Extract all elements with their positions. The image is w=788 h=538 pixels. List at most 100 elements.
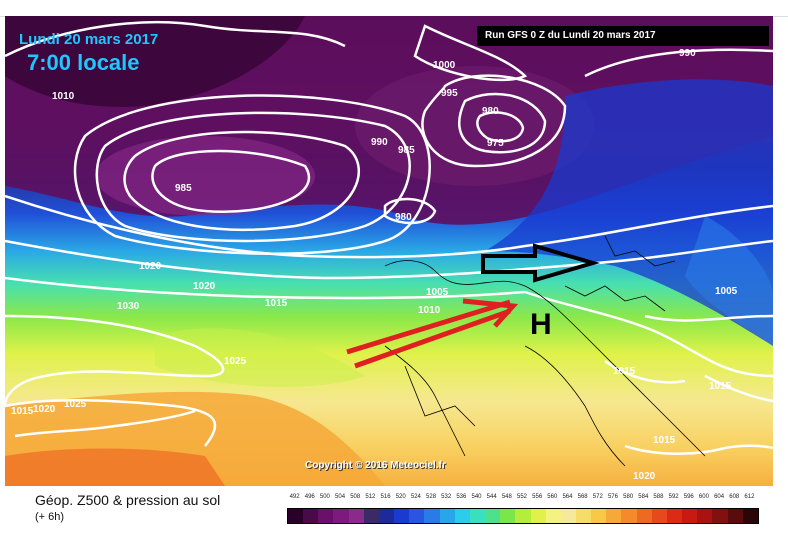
color-scale-label: 612 bbox=[744, 494, 755, 500]
isobar-label: 1030 bbox=[117, 301, 140, 312]
color-scale-label: 536 bbox=[456, 494, 467, 500]
run-label: Run GFS 0 Z du Lundi 20 mars 2017 bbox=[477, 26, 769, 46]
color-scale-label: 504 bbox=[335, 494, 346, 500]
color-scale-swatch bbox=[591, 509, 607, 523]
isobar-label: 985 bbox=[398, 145, 415, 156]
legend-area: Géop. Z500 & pression au sol (+ 6h) 492 4… bbox=[0, 486, 788, 538]
color-scale-label: 600 bbox=[698, 494, 709, 500]
color-scale-swatch bbox=[303, 509, 319, 523]
color-scale-swatch bbox=[469, 509, 486, 523]
color-scale-label: 548 bbox=[501, 494, 512, 500]
isobar-label: 1015 bbox=[653, 435, 676, 446]
isobar-label: 990 bbox=[371, 137, 388, 148]
color-scale-swatch bbox=[651, 509, 667, 523]
color-scale-label: 576 bbox=[607, 494, 618, 500]
color-scale-label: 592 bbox=[668, 494, 679, 500]
color-scale-label: 588 bbox=[653, 494, 664, 500]
color-scale-swatch bbox=[515, 509, 531, 523]
color-scale-swatch bbox=[545, 509, 561, 523]
isobar-label: 1015 bbox=[613, 366, 636, 377]
color-scale-swatch bbox=[500, 509, 516, 523]
color-scale-labels: 492 496 500 504 508 512 516 520 524 528 532 536 540 5… bbox=[287, 494, 757, 506]
color-scale-label: 568 bbox=[577, 494, 588, 500]
color-scale-label: 492 bbox=[289, 494, 300, 500]
color-scale-swatch bbox=[560, 509, 576, 523]
color-scale-label: 520 bbox=[395, 494, 406, 500]
color-scale-label: 580 bbox=[623, 494, 634, 500]
isobar-label: 985 bbox=[175, 183, 192, 194]
isobar-label: 1015 bbox=[11, 406, 34, 417]
isobar-label: 980 bbox=[482, 106, 499, 117]
color-scale-swatch bbox=[424, 509, 440, 523]
color-scale-swatch bbox=[666, 509, 683, 523]
color-scale-swatch bbox=[697, 509, 713, 523]
isobar-label: 1015 bbox=[709, 381, 732, 392]
color-scale-label: 608 bbox=[729, 494, 740, 500]
color-scale-label: 552 bbox=[516, 494, 528, 500]
color-scale-swatch bbox=[394, 509, 410, 523]
color-scale-label: 564 bbox=[562, 494, 573, 500]
color-scale-label: 500 bbox=[319, 494, 330, 500]
isobar-label: 990 bbox=[679, 48, 696, 59]
color-scale-label: 544 bbox=[486, 494, 497, 500]
isobar-labels: 1000 995 990 980 975 990 985 985 980 101… bbox=[11, 48, 738, 482]
color-scale-swatch bbox=[682, 509, 698, 523]
color-scale-swatch bbox=[636, 509, 652, 523]
color-scale-swatch bbox=[575, 509, 592, 523]
isobar-label: 1010 bbox=[418, 305, 441, 316]
isobar-label: 975 bbox=[487, 138, 504, 149]
color-scale-label: 540 bbox=[471, 494, 482, 500]
coastlines bbox=[384, 235, 706, 467]
color-scale-swatch bbox=[333, 509, 349, 523]
color-scale-label: 560 bbox=[547, 494, 558, 500]
isobar-label: 1020 bbox=[193, 281, 216, 292]
map-background: 1000 995 990 980 975 990 985 985 980 101… bbox=[5, 16, 773, 486]
color-scale-label: 604 bbox=[714, 494, 725, 500]
weather-map: 1000 995 990 980 975 990 985 985 980 101… bbox=[5, 16, 773, 486]
black-arrow bbox=[481, 243, 601, 283]
color-scale-swatch bbox=[409, 509, 425, 523]
color-scale-label: 584 bbox=[638, 494, 649, 500]
color-scale-swatch bbox=[318, 509, 334, 523]
isobar-label: 1025 bbox=[64, 399, 87, 410]
color-scale-swatch bbox=[727, 509, 743, 523]
color-scale-swatch bbox=[363, 509, 379, 523]
copyright-label: Copyright © 2016 Meteociel.fr bbox=[305, 460, 446, 471]
isobar-lines bbox=[5, 21, 773, 456]
color-scale-swatch bbox=[712, 509, 728, 523]
legend-title: Géop. Z500 & pression au sol bbox=[35, 492, 221, 508]
color-scale-bar bbox=[287, 508, 759, 524]
color-scale-label: 516 bbox=[380, 494, 391, 500]
isobar-label: 1005 bbox=[426, 287, 449, 298]
red-arrows bbox=[346, 298, 519, 369]
map-time-label: 7:00 locale bbox=[27, 50, 140, 75]
color-scale-label: 532 bbox=[441, 494, 452, 500]
color-scale-swatch bbox=[530, 509, 546, 523]
isobar-label: 995 bbox=[441, 88, 458, 99]
isobar-label: 1005 bbox=[715, 286, 738, 297]
color-scale-swatch bbox=[288, 509, 304, 523]
color-scale-swatch bbox=[485, 509, 501, 523]
color-scale-swatch bbox=[621, 509, 637, 523]
isobar-label: 1020 bbox=[633, 471, 656, 482]
color-scale-label: 496 bbox=[304, 494, 315, 500]
isobar-label: 1020 bbox=[33, 404, 56, 415]
browser-top-strip bbox=[0, 0, 788, 17]
isobar-label: 980 bbox=[395, 212, 412, 223]
isobar-label: 1025 bbox=[224, 356, 247, 367]
color-scale-swatch bbox=[378, 509, 395, 523]
color-scale-label: 512 bbox=[365, 494, 376, 500]
color-scale-swatch bbox=[454, 509, 470, 523]
isobar-label: 1010 bbox=[52, 91, 75, 102]
map-date-label: Lundi 20 mars 2017 bbox=[19, 31, 159, 48]
isobar-label: 1015 bbox=[265, 298, 288, 309]
color-scale-swatch bbox=[348, 509, 364, 523]
color-scale-label: 556 bbox=[532, 494, 543, 500]
color-scale-label: 572 bbox=[592, 494, 603, 500]
legend-subtitle: (+ 6h) bbox=[35, 511, 65, 523]
color-scale-swatch bbox=[606, 509, 622, 523]
color-scale-swatch bbox=[742, 509, 758, 523]
color-scale-label: 524 bbox=[410, 494, 421, 500]
high-pressure-marker: H bbox=[530, 308, 552, 341]
color-scale-swatch bbox=[439, 509, 455, 523]
